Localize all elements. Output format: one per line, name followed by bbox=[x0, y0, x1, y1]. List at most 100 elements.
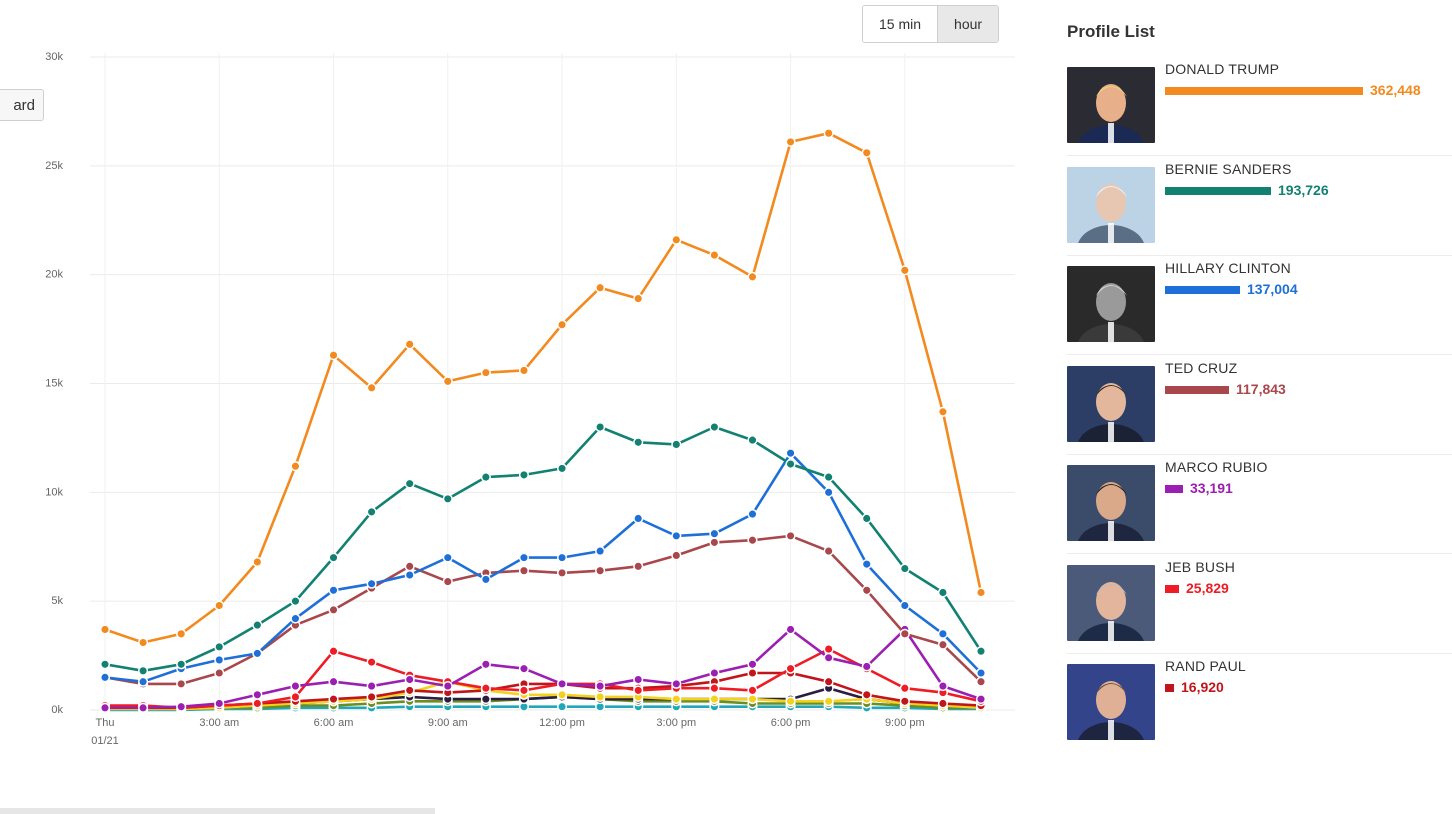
data-point[interactable] bbox=[328, 676, 339, 687]
data-point[interactable] bbox=[899, 696, 910, 707]
data-point[interactable] bbox=[975, 676, 987, 687]
data-point[interactable] bbox=[366, 691, 377, 702]
data-point[interactable] bbox=[252, 698, 263, 709]
data-point[interactable] bbox=[556, 678, 568, 689]
data-point[interactable] bbox=[671, 530, 682, 541]
data-point[interactable] bbox=[252, 689, 263, 700]
data-point[interactable] bbox=[99, 702, 111, 713]
data-point[interactable] bbox=[899, 628, 910, 639]
data-point[interactable] bbox=[366, 657, 377, 668]
data-point[interactable] bbox=[518, 685, 530, 696]
data-point[interactable] bbox=[671, 694, 682, 705]
data-point[interactable] bbox=[975, 646, 987, 657]
data-point[interactable] bbox=[671, 234, 682, 245]
data-point[interactable] bbox=[633, 685, 644, 696]
data-point[interactable] bbox=[899, 600, 910, 611]
data-point[interactable] bbox=[518, 663, 530, 674]
data-point[interactable] bbox=[442, 552, 453, 563]
data-point[interactable] bbox=[99, 659, 111, 670]
data-point[interactable] bbox=[937, 639, 948, 650]
data-point[interactable] bbox=[747, 535, 758, 546]
data-point[interactable] bbox=[252, 648, 263, 659]
data-point[interactable] bbox=[595, 565, 606, 576]
data-point[interactable] bbox=[214, 600, 225, 611]
data-point[interactable] bbox=[328, 604, 339, 615]
data-point[interactable] bbox=[556, 463, 568, 474]
data-point[interactable] bbox=[823, 696, 834, 707]
data-point[interactable] bbox=[404, 674, 415, 685]
data-point[interactable] bbox=[747, 685, 758, 696]
data-point[interactable] bbox=[214, 698, 225, 709]
data-point[interactable] bbox=[442, 493, 453, 504]
data-point[interactable] bbox=[480, 472, 491, 483]
profile-item[interactable]: JEB BUSH 25,829 bbox=[1067, 559, 1447, 665]
data-point[interactable] bbox=[176, 659, 187, 670]
profile-item[interactable]: MARCO RUBIO 33,191 bbox=[1067, 459, 1447, 565]
data-point[interactable] bbox=[176, 628, 187, 639]
data-point[interactable] bbox=[785, 136, 796, 147]
data-point[interactable] bbox=[633, 437, 644, 448]
data-point[interactable] bbox=[709, 683, 720, 694]
data-point[interactable] bbox=[138, 637, 149, 648]
data-point[interactable] bbox=[442, 576, 453, 587]
data-point[interactable] bbox=[747, 509, 758, 520]
data-point[interactable] bbox=[138, 702, 149, 713]
data-point[interactable] bbox=[671, 678, 682, 689]
data-point[interactable] bbox=[328, 585, 339, 596]
data-point[interactable] bbox=[937, 698, 948, 709]
data-point[interactable] bbox=[785, 458, 796, 470]
data-point[interactable] bbox=[404, 478, 415, 489]
data-point[interactable] bbox=[861, 689, 872, 700]
data-point[interactable] bbox=[214, 667, 225, 679]
data-point[interactable] bbox=[252, 556, 263, 568]
data-point[interactable] bbox=[404, 561, 415, 572]
data-point[interactable] bbox=[556, 552, 568, 563]
profile-item[interactable]: BERNIE SANDERS 193,726 bbox=[1067, 161, 1447, 267]
profile-item[interactable]: TED CRUZ 117,843 bbox=[1067, 360, 1447, 466]
data-point[interactable] bbox=[518, 565, 530, 576]
data-point[interactable] bbox=[633, 293, 644, 304]
data-point[interactable] bbox=[404, 569, 415, 581]
data-point[interactable] bbox=[328, 694, 339, 705]
data-point[interactable] bbox=[595, 282, 606, 293]
data-point[interactable] bbox=[518, 365, 530, 376]
data-point[interactable] bbox=[747, 435, 758, 446]
data-point[interactable] bbox=[785, 530, 796, 541]
data-point[interactable] bbox=[480, 574, 491, 585]
data-point[interactable] bbox=[366, 382, 377, 393]
data-point[interactable] bbox=[138, 676, 149, 687]
data-point[interactable] bbox=[366, 506, 377, 517]
data-point[interactable] bbox=[328, 350, 339, 361]
data-point[interactable] bbox=[823, 546, 834, 557]
data-point[interactable] bbox=[785, 624, 796, 635]
data-point[interactable] bbox=[899, 265, 910, 276]
data-point[interactable] bbox=[671, 439, 682, 450]
data-point[interactable] bbox=[595, 421, 606, 433]
data-point[interactable] bbox=[290, 596, 301, 607]
data-point[interactable] bbox=[518, 469, 530, 480]
data-point[interactable] bbox=[290, 613, 301, 624]
data-point[interactable] bbox=[633, 513, 644, 524]
data-point[interactable] bbox=[366, 681, 377, 692]
data-point[interactable] bbox=[480, 694, 491, 705]
data-point[interactable] bbox=[709, 250, 720, 261]
data-point[interactable] bbox=[99, 624, 111, 635]
data-point[interactable] bbox=[480, 683, 491, 694]
data-point[interactable] bbox=[328, 646, 339, 657]
data-point[interactable] bbox=[556, 319, 568, 330]
data-point[interactable] bbox=[937, 406, 948, 417]
data-point[interactable] bbox=[823, 652, 834, 663]
data-point[interactable] bbox=[595, 691, 606, 702]
data-point[interactable] bbox=[176, 678, 187, 689]
data-point[interactable] bbox=[937, 681, 948, 692]
interval-hour-button[interactable]: hour bbox=[937, 6, 999, 42]
data-point[interactable] bbox=[252, 620, 263, 631]
interval-15min-button[interactable]: 15 min bbox=[863, 6, 938, 42]
data-point[interactable] bbox=[709, 528, 720, 539]
data-point[interactable] bbox=[556, 701, 568, 712]
data-point[interactable] bbox=[442, 681, 453, 692]
data-point[interactable] bbox=[785, 696, 796, 707]
data-point[interactable] bbox=[747, 694, 758, 705]
data-point[interactable] bbox=[709, 694, 720, 705]
data-point[interactable] bbox=[899, 563, 910, 574]
